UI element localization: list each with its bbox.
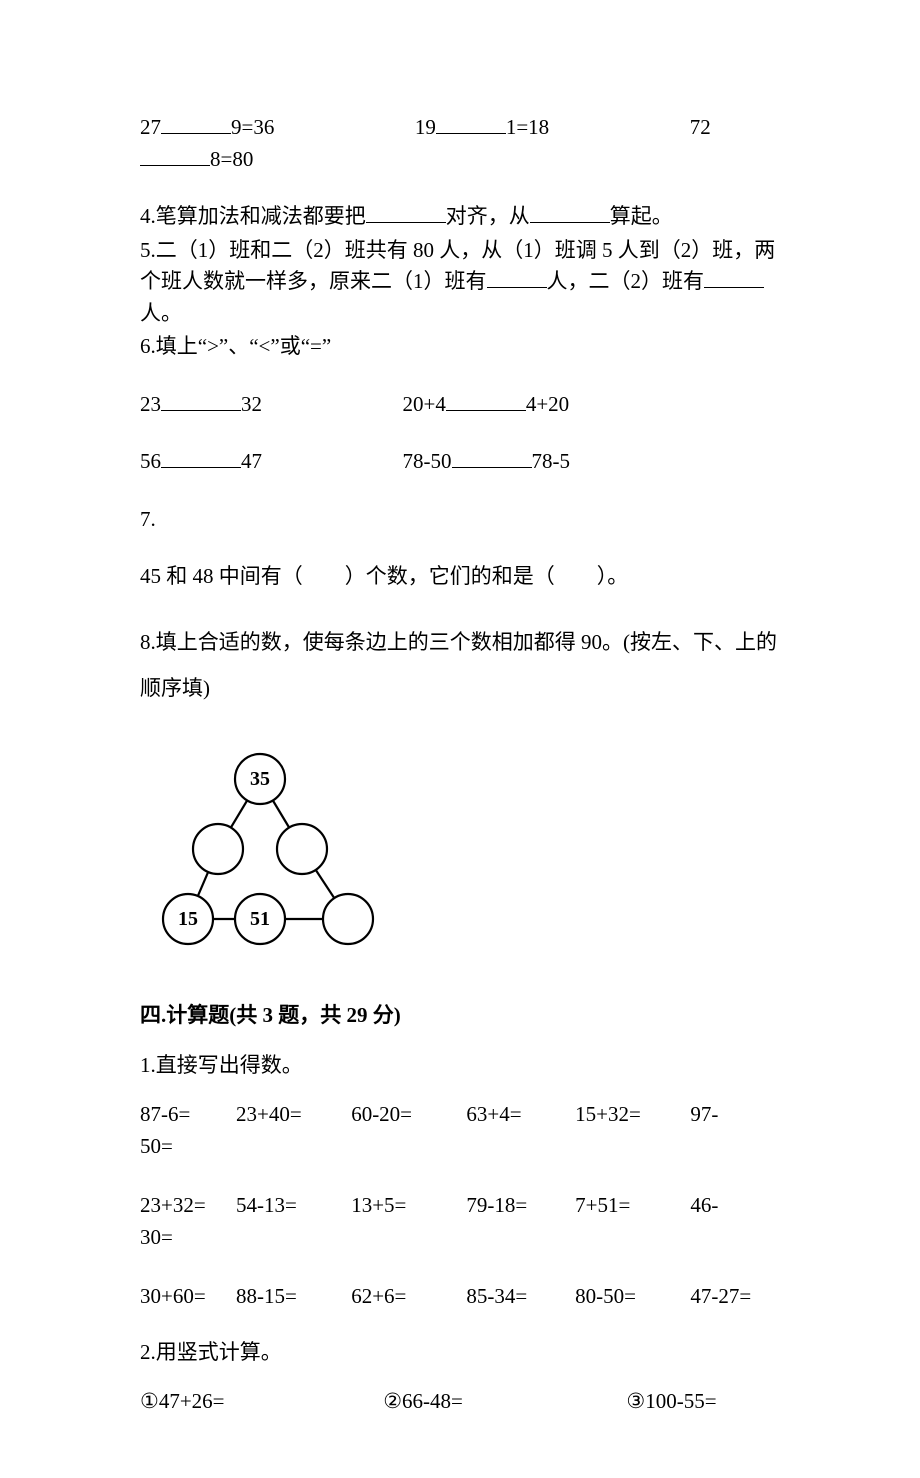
- vertical-calc-table: ①47+26= ②66-48= ③100-55=: [140, 1386, 780, 1418]
- q7-text: 45 和 48 中间有（ ）个数，它们的和是（ ）。: [140, 561, 780, 593]
- s4-q2-title: 2.用竖式计算。: [140, 1337, 780, 1369]
- q6-row2: 56 47 78-50 78-5: [140, 446, 780, 478]
- calc-cell: 15+32=: [575, 1099, 690, 1131]
- table-row: 30+60= 88-15= 62+6= 85-34= 80-50= 47-27=: [140, 1253, 780, 1313]
- calc-cell: 54-13=: [236, 1162, 351, 1222]
- q5-blank2[interactable]: [704, 266, 764, 288]
- q5-blank1[interactable]: [487, 266, 547, 288]
- q7-num: 7.: [140, 504, 780, 536]
- calc-cell: 87-6=: [140, 1099, 236, 1131]
- q3-b2: 1=18: [506, 115, 549, 139]
- svg-text:35: 35: [250, 768, 270, 790]
- calc-cell: 88-15=: [236, 1253, 351, 1313]
- q6-r2-blank2[interactable]: [452, 446, 532, 468]
- q6-title: 6.填上“>”、“<”或“=”: [140, 331, 780, 363]
- q6-r1-a: 23: [140, 392, 161, 416]
- calc-table: 87-6= 23+40= 60-20= 63+4= 15+32= 97- 50=…: [140, 1099, 780, 1313]
- calc-cell: 23+40=: [236, 1099, 351, 1131]
- calc-cell: 60-20=: [351, 1099, 466, 1131]
- calc-cell: 46-: [690, 1162, 780, 1222]
- calc-cell: 62+6=: [351, 1253, 466, 1313]
- calc-cell: 23+32=: [140, 1162, 236, 1222]
- vcalc-cell: ③100-55=: [626, 1386, 780, 1418]
- q4-blank1[interactable]: [366, 201, 446, 223]
- calc-cell: 80-50=: [575, 1253, 690, 1313]
- q3-line: 27 9=36 19 1=18 72 8=80: [140, 112, 780, 175]
- calc-cell: 50=: [140, 1131, 780, 1163]
- q6-r1-c: 20+4: [403, 392, 446, 416]
- calc-cell: 85-34=: [466, 1253, 575, 1313]
- q6-r2-d: 78-5: [532, 449, 571, 473]
- calc-cell: 97-: [690, 1099, 780, 1131]
- q3-blank2[interactable]: [436, 112, 506, 134]
- q4-t1: 4.笔算加法和减法都要把: [140, 204, 366, 228]
- q6-r2-a: 56: [140, 449, 161, 473]
- q3-a1: 27: [140, 115, 161, 139]
- q6-r1-b: 32: [241, 392, 262, 416]
- section-4-title: 四.计算题(共 3 题，共 29 分): [140, 1000, 780, 1032]
- q3-b1: 9=36: [231, 115, 274, 139]
- q6-r1-d: 4+20: [526, 392, 569, 416]
- table-row: 50=: [140, 1131, 780, 1163]
- q3-blank3[interactable]: [140, 144, 210, 166]
- q6-r2-blank1[interactable]: [161, 446, 241, 468]
- svg-text:15: 15: [178, 908, 198, 930]
- q4-t3: 算起。: [610, 204, 673, 228]
- calc-cell: 63+4=: [466, 1099, 575, 1131]
- q6-r1-blank1[interactable]: [161, 389, 241, 411]
- s4-q1-title: 1.直接写出得数。: [140, 1050, 780, 1082]
- q6-r2-c: 78-50: [403, 449, 452, 473]
- vcalc-cell: ①47+26=: [140, 1386, 383, 1418]
- calc-cell: 7+51=: [575, 1162, 690, 1222]
- triangle-diagram-svg: 35 15 51: [150, 741, 385, 951]
- vcalc-cell: ②66-48=: [383, 1386, 626, 1418]
- triangle-diagram: 35 15 51: [150, 741, 780, 961]
- q6-r1-blank2[interactable]: [446, 389, 526, 411]
- q5-line: 5.二（1）班和二（2）班共有 80 人，从（1）班调 5 人到（2）班，两个班…: [140, 235, 780, 330]
- q3-a2: 19: [415, 115, 436, 139]
- q6-r2-b: 47: [241, 449, 262, 473]
- q4-line: 4.笔算加法和减法都要把 对齐，从 算起。: [140, 201, 780, 233]
- q5-t3: 人。: [140, 301, 182, 325]
- q6-row1: 23 32 20+4 4+20: [140, 389, 780, 421]
- svg-text:51: 51: [250, 908, 270, 930]
- q4-t2: 对齐，从: [446, 204, 530, 228]
- table-row: 30=: [140, 1222, 780, 1254]
- table-row: 23+32= 54-13= 13+5= 79-18= 7+51= 46-: [140, 1162, 780, 1222]
- calc-cell: 47-27=: [690, 1253, 780, 1313]
- table-row: ①47+26= ②66-48= ③100-55=: [140, 1386, 780, 1418]
- q5-t2: 人，二（2）班有: [547, 269, 705, 293]
- q8-text: 8.填上合适的数，使每条边上的三个数相加都得 90。(按左、下、上的顺序填): [140, 619, 780, 711]
- q4-blank2[interactable]: [530, 201, 610, 223]
- calc-cell: 30+60=: [140, 1253, 236, 1313]
- calc-cell: 79-18=: [466, 1162, 575, 1222]
- q3-a3: 72: [690, 115, 711, 139]
- q3-blank1[interactable]: [161, 112, 231, 134]
- q3-b3: 8=80: [210, 147, 253, 171]
- table-row: 87-6= 23+40= 60-20= 63+4= 15+32= 97-: [140, 1099, 780, 1131]
- calc-cell: 30=: [140, 1222, 780, 1254]
- calc-cell: 13+5=: [351, 1162, 466, 1222]
